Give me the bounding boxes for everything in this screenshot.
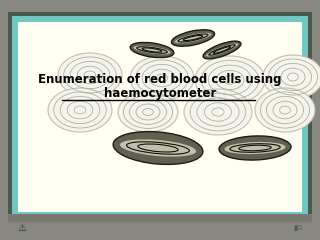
Ellipse shape [118,92,178,132]
Ellipse shape [206,43,238,56]
Text: Enumeration of red blood cells using: Enumeration of red blood cells using [38,73,282,86]
Ellipse shape [184,89,252,135]
Ellipse shape [263,55,320,99]
Ellipse shape [130,56,194,100]
Bar [8,12,312,220]
Ellipse shape [130,42,174,58]
Ellipse shape [48,88,112,132]
Bar [8,214,312,222]
Ellipse shape [58,53,122,97]
Text: ▮D: ▮D [293,225,303,231]
Text: ⚠: ⚠ [18,223,26,233]
Ellipse shape [195,56,265,104]
Bar [18,22,302,212]
Bar [12,16,308,216]
Ellipse shape [219,136,291,160]
Ellipse shape [224,142,285,154]
Ellipse shape [175,33,211,43]
Ellipse shape [172,30,215,46]
Ellipse shape [113,132,203,164]
Ellipse shape [133,46,171,54]
Ellipse shape [120,139,196,157]
Ellipse shape [255,88,315,132]
Ellipse shape [203,41,241,59]
Text: haemocytometer: haemocytometer [104,86,216,100]
